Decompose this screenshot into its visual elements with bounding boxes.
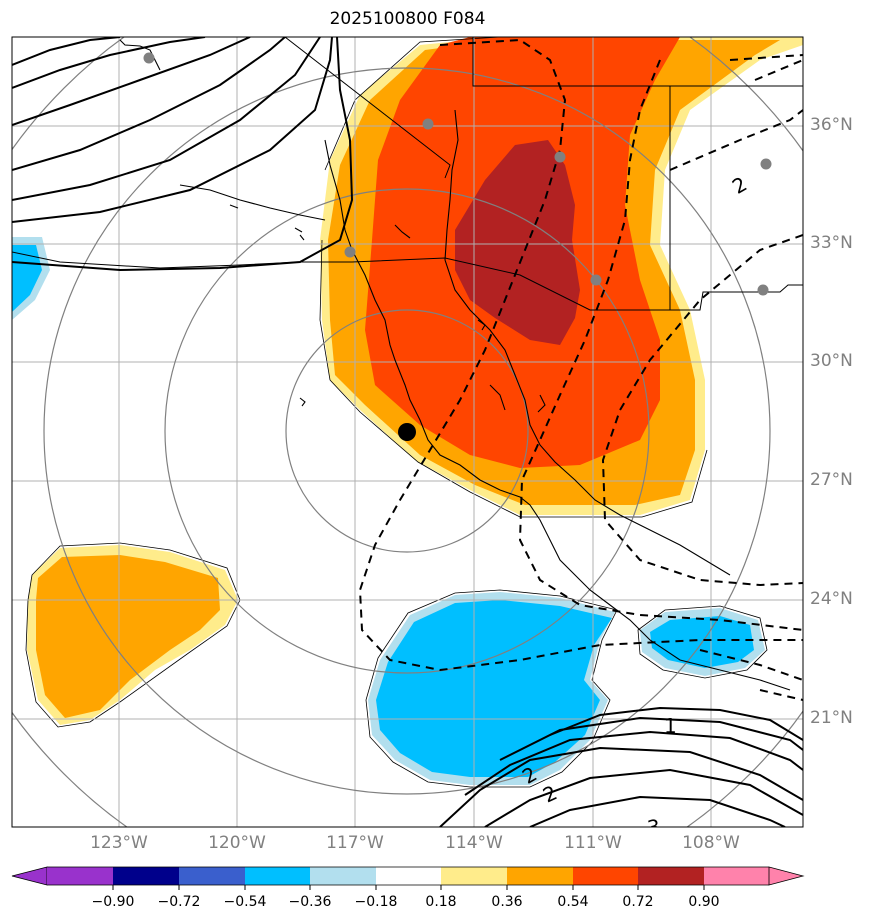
center-point-marker	[398, 423, 416, 441]
contour-label: 3	[646, 814, 663, 840]
graticule	[12, 37, 803, 827]
latitude-label: 33°N	[810, 233, 853, 253]
latitude-label: 30°N	[810, 351, 853, 371]
latitude-label: 21°N	[810, 708, 853, 728]
map-title: 2025100800 F084	[329, 9, 486, 29]
dashed-contours	[358, 38, 803, 701]
colorbar-extend-left	[11, 866, 48, 886]
station-dot	[757, 284, 769, 296]
station-dots	[143, 52, 772, 296]
latitude-label: 24°N	[810, 589, 853, 609]
station-dot	[344, 246, 356, 258]
latitude-label: 36°N	[810, 115, 853, 135]
contour-label: 1	[664, 714, 677, 738]
anomaly-orange-west	[36, 555, 220, 718]
longitude-label: 123°W	[90, 833, 148, 853]
colorbar-label: 0.18	[425, 894, 457, 910]
map-frame	[11, 36, 804, 828]
colorbar-label: 0.36	[491, 894, 523, 910]
colorbar-label: 0.72	[622, 894, 654, 910]
longitude-label: 120°W	[208, 833, 266, 853]
solid-contours-southeast	[439, 706, 803, 827]
solid-contours-northwest	[12, 37, 354, 272]
station-dot	[422, 118, 434, 130]
colorbar-label: −0.18	[354, 894, 398, 910]
colorbar-label: −0.72	[157, 894, 201, 910]
coastlines	[119, 39, 791, 691]
colorbar-label: −0.36	[288, 894, 332, 910]
colorbar-label: 0.90	[688, 894, 720, 910]
longitude-label: 111°W	[564, 833, 622, 853]
longitude-label: 114°W	[445, 833, 503, 853]
colorbar-label: −0.90	[91, 894, 135, 910]
anomaly-darkred-north	[455, 140, 580, 345]
station-dot	[760, 158, 772, 170]
colorbar-extend-right	[768, 866, 805, 886]
colorbar	[11, 866, 805, 890]
longitude-label: 108°W	[682, 833, 740, 853]
station-dot	[590, 274, 602, 286]
station-dot	[554, 151, 566, 163]
station-dot	[143, 52, 155, 64]
latitude-label: 27°N	[810, 470, 853, 490]
colorbar-label: −0.54	[223, 894, 267, 910]
colorbar-label: 0.54	[557, 894, 589, 910]
longitude-label: 117°W	[326, 833, 384, 853]
